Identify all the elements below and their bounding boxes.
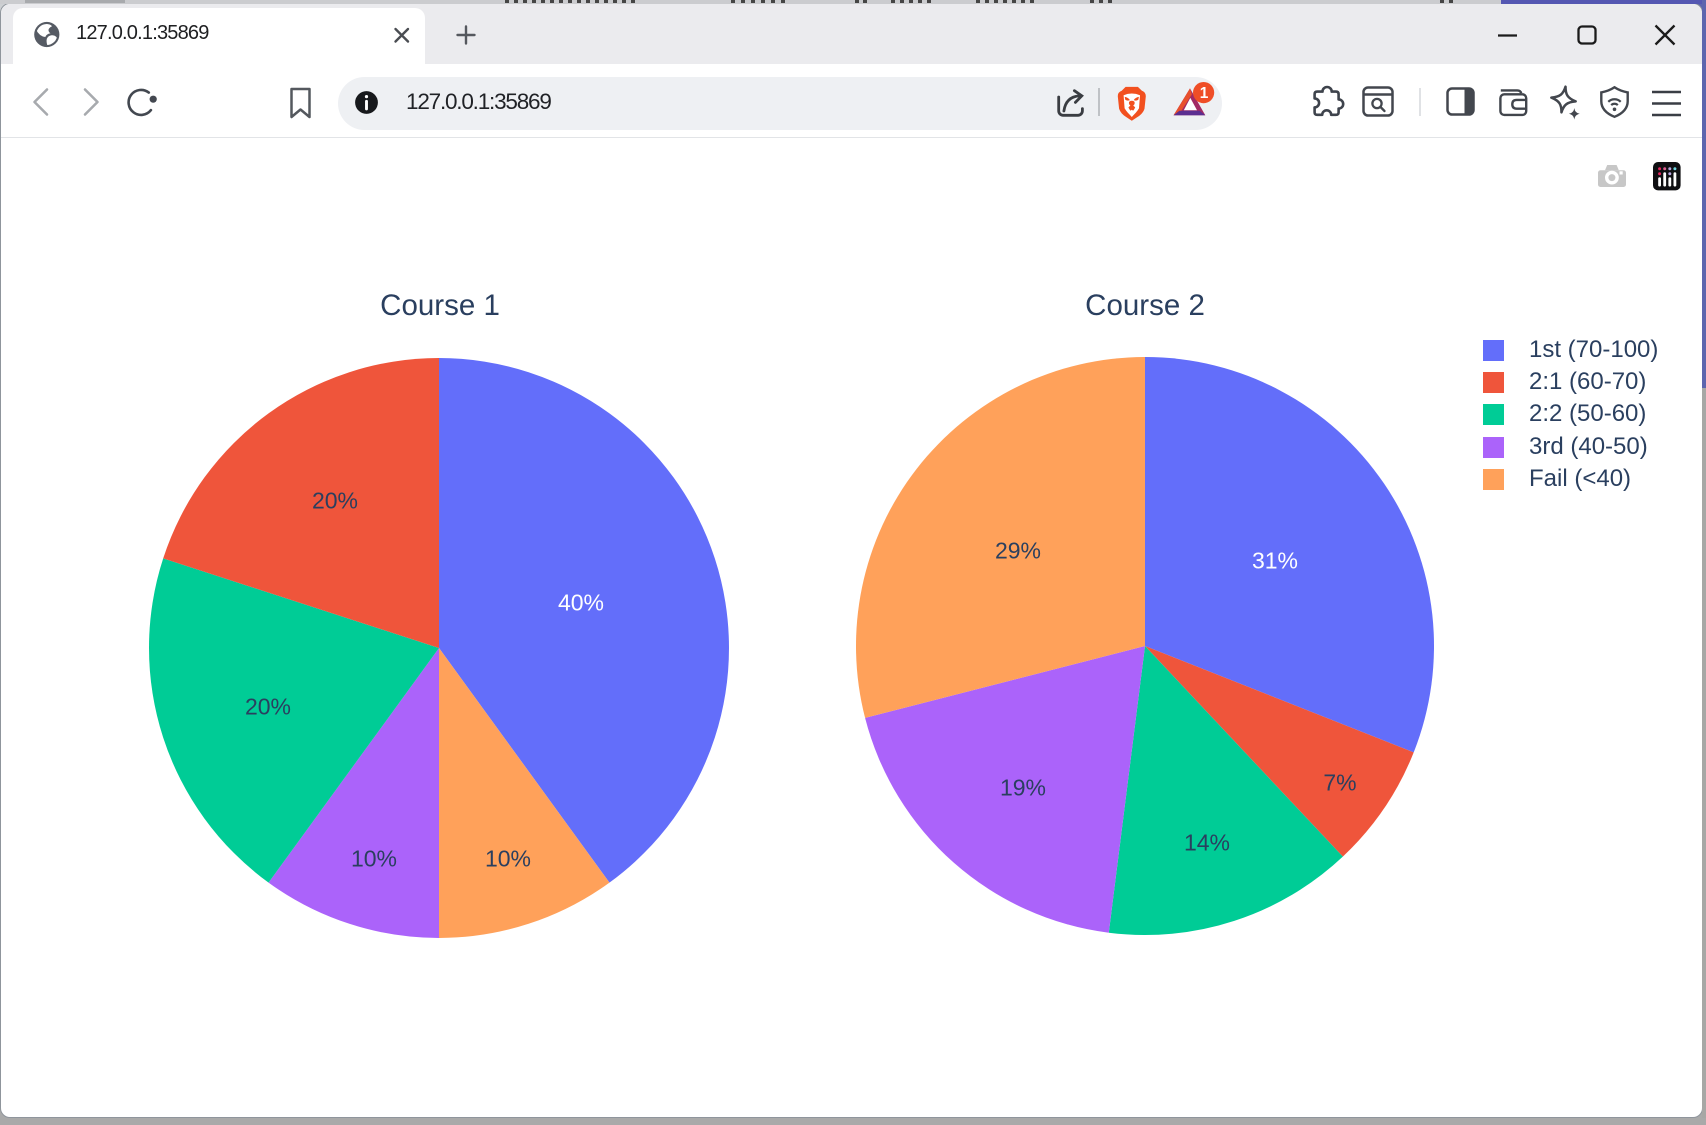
svg-text:1: 1 [1200,85,1209,102]
